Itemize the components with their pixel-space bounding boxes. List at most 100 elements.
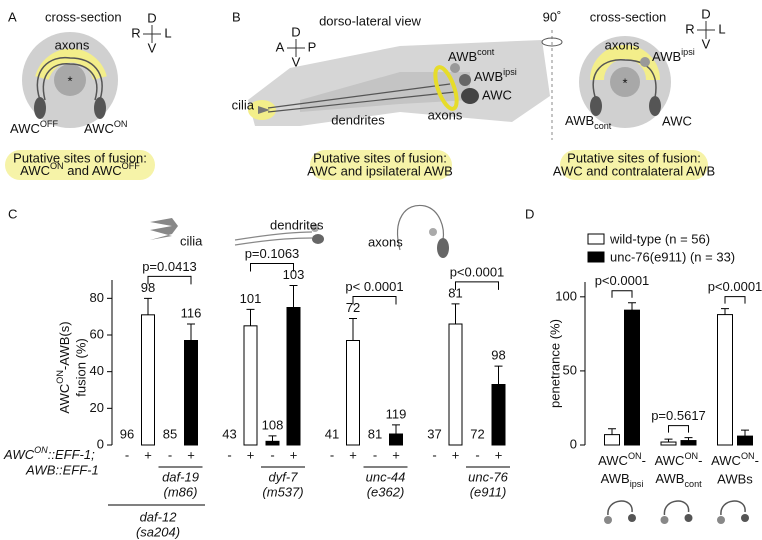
text-part: cont <box>594 121 612 131</box>
text-part: AWC <box>3 447 35 462</box>
text-part: AWC <box>598 453 628 468</box>
neuron-icon <box>607 500 633 516</box>
bar <box>448 323 463 446</box>
cell-body <box>459 74 471 86</box>
bracket <box>352 296 397 305</box>
row-label: AWB::EFF-1 <box>25 462 99 477</box>
y-tick-label: 20 <box>90 400 104 415</box>
row-label: AWCON::EFF-1; <box>3 445 95 462</box>
text-part: - <box>642 453 646 468</box>
x-tick-label: AWCON- <box>655 451 703 468</box>
x-tick-label: + <box>392 447 400 462</box>
compass-label: L <box>164 25 171 40</box>
label: AWBcont <box>565 113 612 131</box>
n-label: 119 <box>386 406 407 421</box>
y-tick-label: 100 <box>555 288 577 303</box>
compass-label: V <box>702 36 711 51</box>
legend-label: wild-type (n = 56) <box>609 231 710 246</box>
bracket <box>611 290 633 298</box>
error-bar <box>392 424 400 434</box>
error-bar <box>608 428 616 435</box>
x-tick-label: AWCON- <box>711 451 759 468</box>
bar <box>717 314 733 446</box>
text-part: cont <box>684 479 702 489</box>
icon-label: axons <box>368 234 403 249</box>
label: axons <box>428 107 463 122</box>
panel-label: D <box>525 206 534 221</box>
error-bar <box>628 302 636 311</box>
text-part: ON <box>684 451 698 461</box>
cilia-icon <box>150 218 178 240</box>
n-label: 85 <box>163 426 177 441</box>
text-part: cont <box>477 47 495 57</box>
cell-icon <box>604 516 612 524</box>
bracket <box>250 263 294 272</box>
x-tick-label: - <box>125 447 129 462</box>
x-tick-label: - <box>432 447 436 462</box>
text-part: - <box>755 453 759 468</box>
text-part: ipsi <box>503 67 517 77</box>
legend-label: unc-76(e911) (n = 33) <box>610 249 735 264</box>
legend-swatch <box>587 233 605 245</box>
n-label: 98 <box>491 348 505 363</box>
text-part: AWC <box>10 121 40 136</box>
y-tick-label: 60 <box>90 326 104 341</box>
text-part: ON <box>741 451 755 461</box>
n-label: 81 <box>368 426 382 441</box>
cilia <box>258 106 270 114</box>
x-tick-label: + <box>452 447 460 462</box>
group-label: unc-44 <box>366 469 406 484</box>
compass-label: D <box>701 6 710 21</box>
x-tick-label: - <box>373 447 377 462</box>
y-tick-label: 0 <box>97 436 104 451</box>
legend-swatch <box>587 251 605 263</box>
icon-label: cilia <box>180 233 203 248</box>
compass-label: R <box>685 21 694 36</box>
text-part: AWB <box>652 49 681 64</box>
x-tick-label: + <box>187 447 195 462</box>
label: 90˚ <box>543 9 562 24</box>
text-part: ON <box>628 451 642 461</box>
axon <box>36 56 103 101</box>
label: AWC <box>662 113 692 128</box>
bar <box>243 325 258 446</box>
p-value: p=0.1063 <box>245 246 300 261</box>
cell-body <box>450 63 460 73</box>
x-tick-label: + <box>349 447 357 462</box>
text-part: AWB <box>565 113 594 128</box>
p-value: p<0.0001 <box>595 273 650 288</box>
x-tick-label: + <box>247 447 255 462</box>
cell-body <box>590 96 602 116</box>
n-label: 108 <box>262 417 284 432</box>
p-value: p< 0.0001 <box>345 279 403 294</box>
title: dorso-lateral view <box>319 13 421 28</box>
panel-label: A <box>8 9 17 24</box>
n-label: 37 <box>427 426 441 441</box>
group-label: (sa204) <box>136 524 180 539</box>
bar <box>184 340 198 446</box>
label: Putative sites of fusion: <box>313 150 447 165</box>
n-label: 72 <box>346 300 360 315</box>
text-part: ON <box>34 445 48 455</box>
dendrite <box>267 83 451 109</box>
bar <box>491 384 506 446</box>
n-label: 96 <box>120 426 134 441</box>
n-label: 72 <box>470 426 484 441</box>
bar <box>389 433 403 446</box>
panel-label: B <box>232 9 241 24</box>
error-bar <box>246 308 255 326</box>
label: AWBcont <box>448 47 495 64</box>
text-part: AWC <box>711 453 741 468</box>
error-bar <box>684 437 693 441</box>
n-label: 81 <box>448 285 462 300</box>
text-part: - <box>698 453 702 468</box>
group-label: (e911) <box>470 484 507 499</box>
label: axons <box>55 37 90 52</box>
n-label: 103 <box>283 267 305 282</box>
text-part: ipsi <box>630 479 644 489</box>
group-label: (m86) <box>164 484 198 499</box>
icon-label: dendrites <box>270 217 324 232</box>
text-part: AWB <box>601 471 630 486</box>
label: * <box>622 75 627 90</box>
